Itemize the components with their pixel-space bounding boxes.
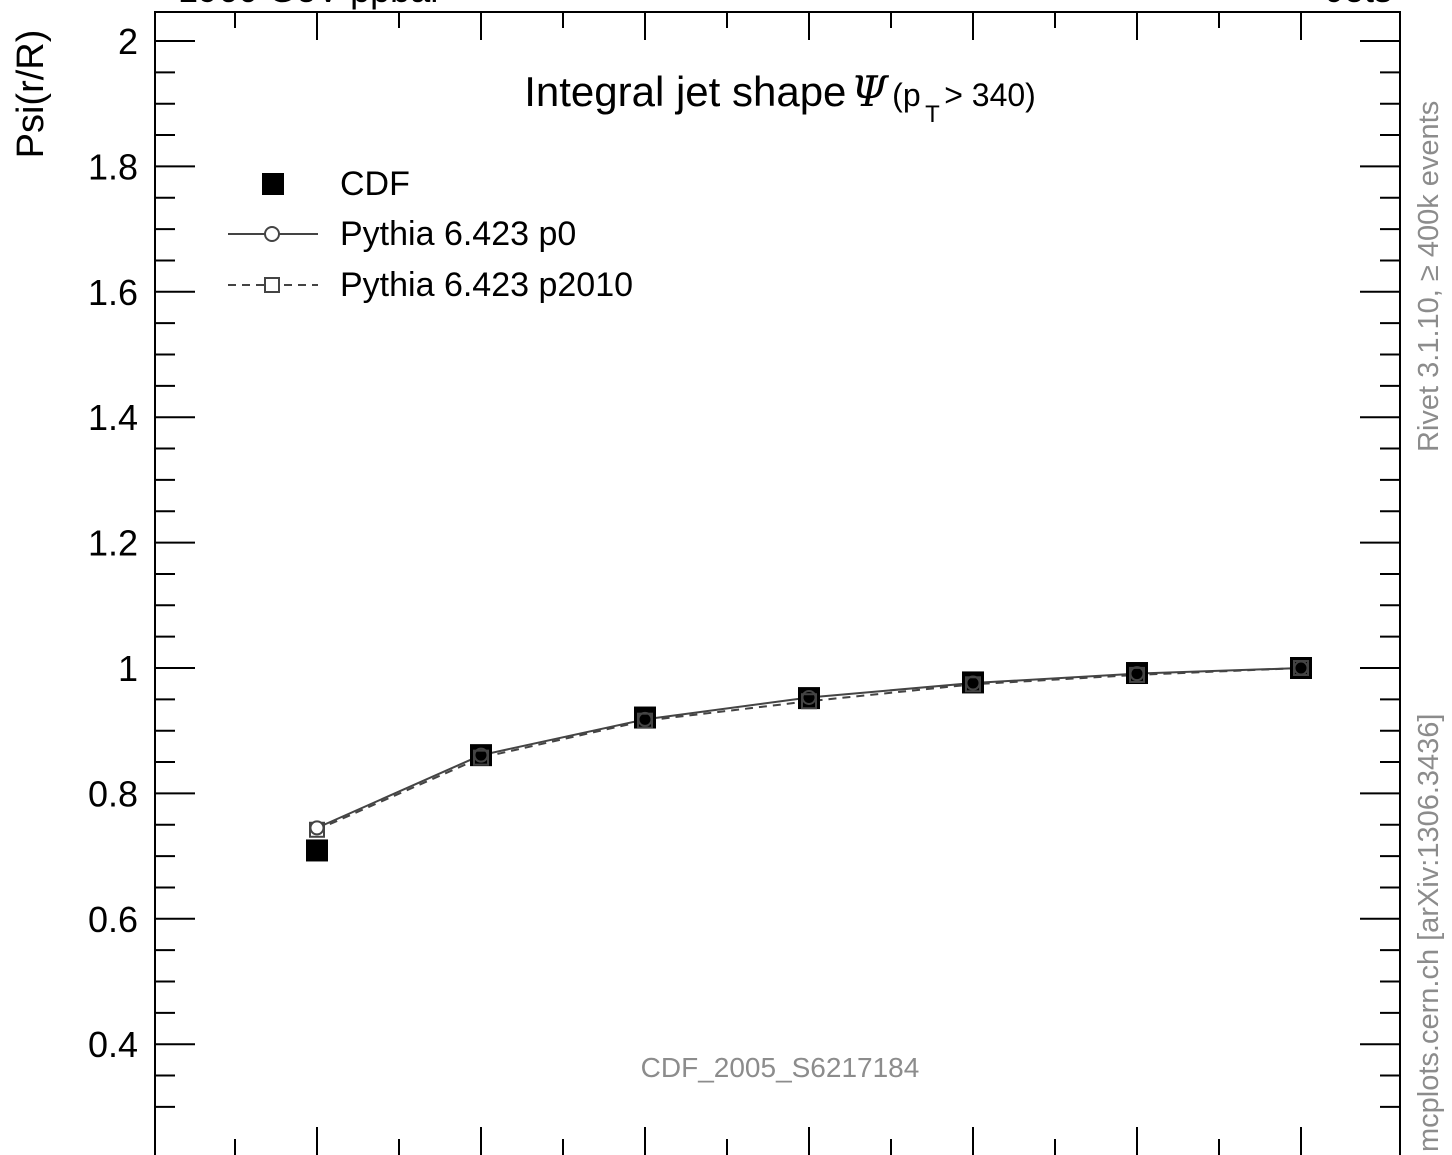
p0-point	[801, 689, 817, 705]
chart-title-main: Integral jet shape	[524, 68, 846, 115]
legend-entry-p2010: Pythia 6.423 p2010	[228, 266, 633, 304]
legend-label-p0: Pythia 6.423 p0	[340, 215, 576, 253]
y-tick-label: 1.2	[88, 523, 138, 564]
cdf-data-point	[1290, 657, 1312, 679]
legend: CDF Pythia 6.423 p0 Pythia 6.423 p2010	[228, 165, 633, 304]
rivet-watermark: Rivet 3.1.10, ≥ 400k events	[1413, 101, 1445, 452]
cdf-data-point	[306, 839, 328, 862]
legend-marker-p2010	[264, 277, 280, 293]
chart-title-cut-open: (p	[892, 77, 920, 113]
analysis-id: CDF_2005_S6217184	[641, 1052, 920, 1083]
mcplots-watermark: mcplots.cern.ch [arXiv:1306.3436]	[1413, 714, 1445, 1152]
y-tick-label: 2	[118, 21, 138, 62]
y-tick-label: 1	[118, 648, 138, 689]
y-tick-labels: 0.4 0.6 0.8 1 1.2 1.4 1.6 1.8 2	[88, 21, 138, 1065]
legend-label-p2010: Pythia 6.423 p2010	[340, 266, 633, 304]
p0-point	[473, 747, 489, 763]
y-tick-label: 1.6	[88, 272, 138, 313]
legend-entry-p0: Pythia 6.423 p0	[228, 215, 576, 253]
chart-title-cut-sub: T	[925, 101, 940, 128]
chart-title: Integral jet shape Ψ (p T > 340)	[524, 67, 1036, 128]
p2010-point	[801, 693, 817, 710]
cdf-data-point	[470, 744, 492, 767]
y-axis-label: Psi(r/R)	[10, 30, 52, 159]
axis-ticks	[155, 12, 1400, 1155]
legend-entry-cdf: CDF	[262, 165, 410, 203]
plot-frame	[154, 11, 1401, 1155]
header-right-text: Jets	[1326, 0, 1392, 10]
legend-marker-cdf	[262, 173, 284, 195]
p0-point	[1129, 666, 1145, 682]
series-layer	[306, 657, 1312, 862]
chart-title-symbol: Ψ	[851, 67, 890, 116]
p0-point	[637, 711, 653, 727]
p0-point	[309, 820, 325, 836]
p0-point	[965, 675, 981, 691]
legend-marker-p0	[264, 226, 280, 242]
y-tick-label: 0.4	[88, 1024, 138, 1065]
y-tick-label: 0.6	[88, 899, 138, 940]
chart-title-cut-close: > 340)	[944, 77, 1036, 113]
legend-label-cdf: CDF	[340, 165, 410, 203]
y-tick-label: 0.8	[88, 773, 138, 814]
y-tick-label: 1.4	[88, 397, 138, 438]
p0-point	[1293, 660, 1309, 676]
header-left-text: 1960 GeV ppbar	[178, 0, 442, 10]
y-tick-label: 1.8	[88, 146, 138, 187]
